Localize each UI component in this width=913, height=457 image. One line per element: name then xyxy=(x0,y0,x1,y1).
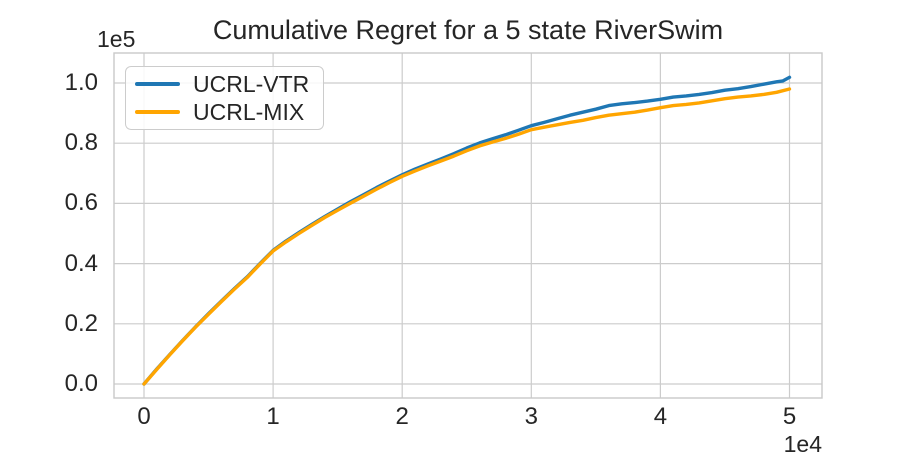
legend-item-ucrl-vtr: UCRL-VTR xyxy=(135,70,309,98)
y-tick-label: 0.4 xyxy=(64,249,98,277)
axes-frame xyxy=(113,52,823,399)
legend-label: UCRL-MIX xyxy=(193,98,305,125)
x-axis-offset-label: 1e4 xyxy=(783,431,822,457)
x-tick-label: 2 xyxy=(395,403,409,430)
legend-line-swatch-orange xyxy=(135,109,180,115)
chart-title: Cumulative Regret for a 5 state RiverSwi… xyxy=(212,15,724,45)
y-tick-label: 1.0 xyxy=(64,69,98,96)
x-tick-label: 5 xyxy=(782,403,797,430)
legend-box: UCRL-VTR UCRL-MIX xyxy=(125,66,325,130)
y-axis-offset-label: 1e5 xyxy=(97,26,136,52)
y-tick-label: 0.6 xyxy=(64,189,98,217)
y-tick-label: 0.2 xyxy=(64,309,98,337)
x-tick-label: 3 xyxy=(524,403,538,430)
x-tick-label: 0 xyxy=(137,403,151,430)
legend-item-ucrl-mix: UCRL-MIX xyxy=(135,98,309,126)
legend-label: UCRL-VTR xyxy=(193,70,310,97)
x-tick-label: 4 xyxy=(653,403,668,430)
series-line-ucrl-mix xyxy=(142,87,792,386)
y-tick-label: 0.0 xyxy=(64,370,98,397)
x-tick-label: 1 xyxy=(266,403,280,430)
y-tick-label: 0.8 xyxy=(64,129,98,157)
legend-line-swatch-blue xyxy=(135,81,180,87)
